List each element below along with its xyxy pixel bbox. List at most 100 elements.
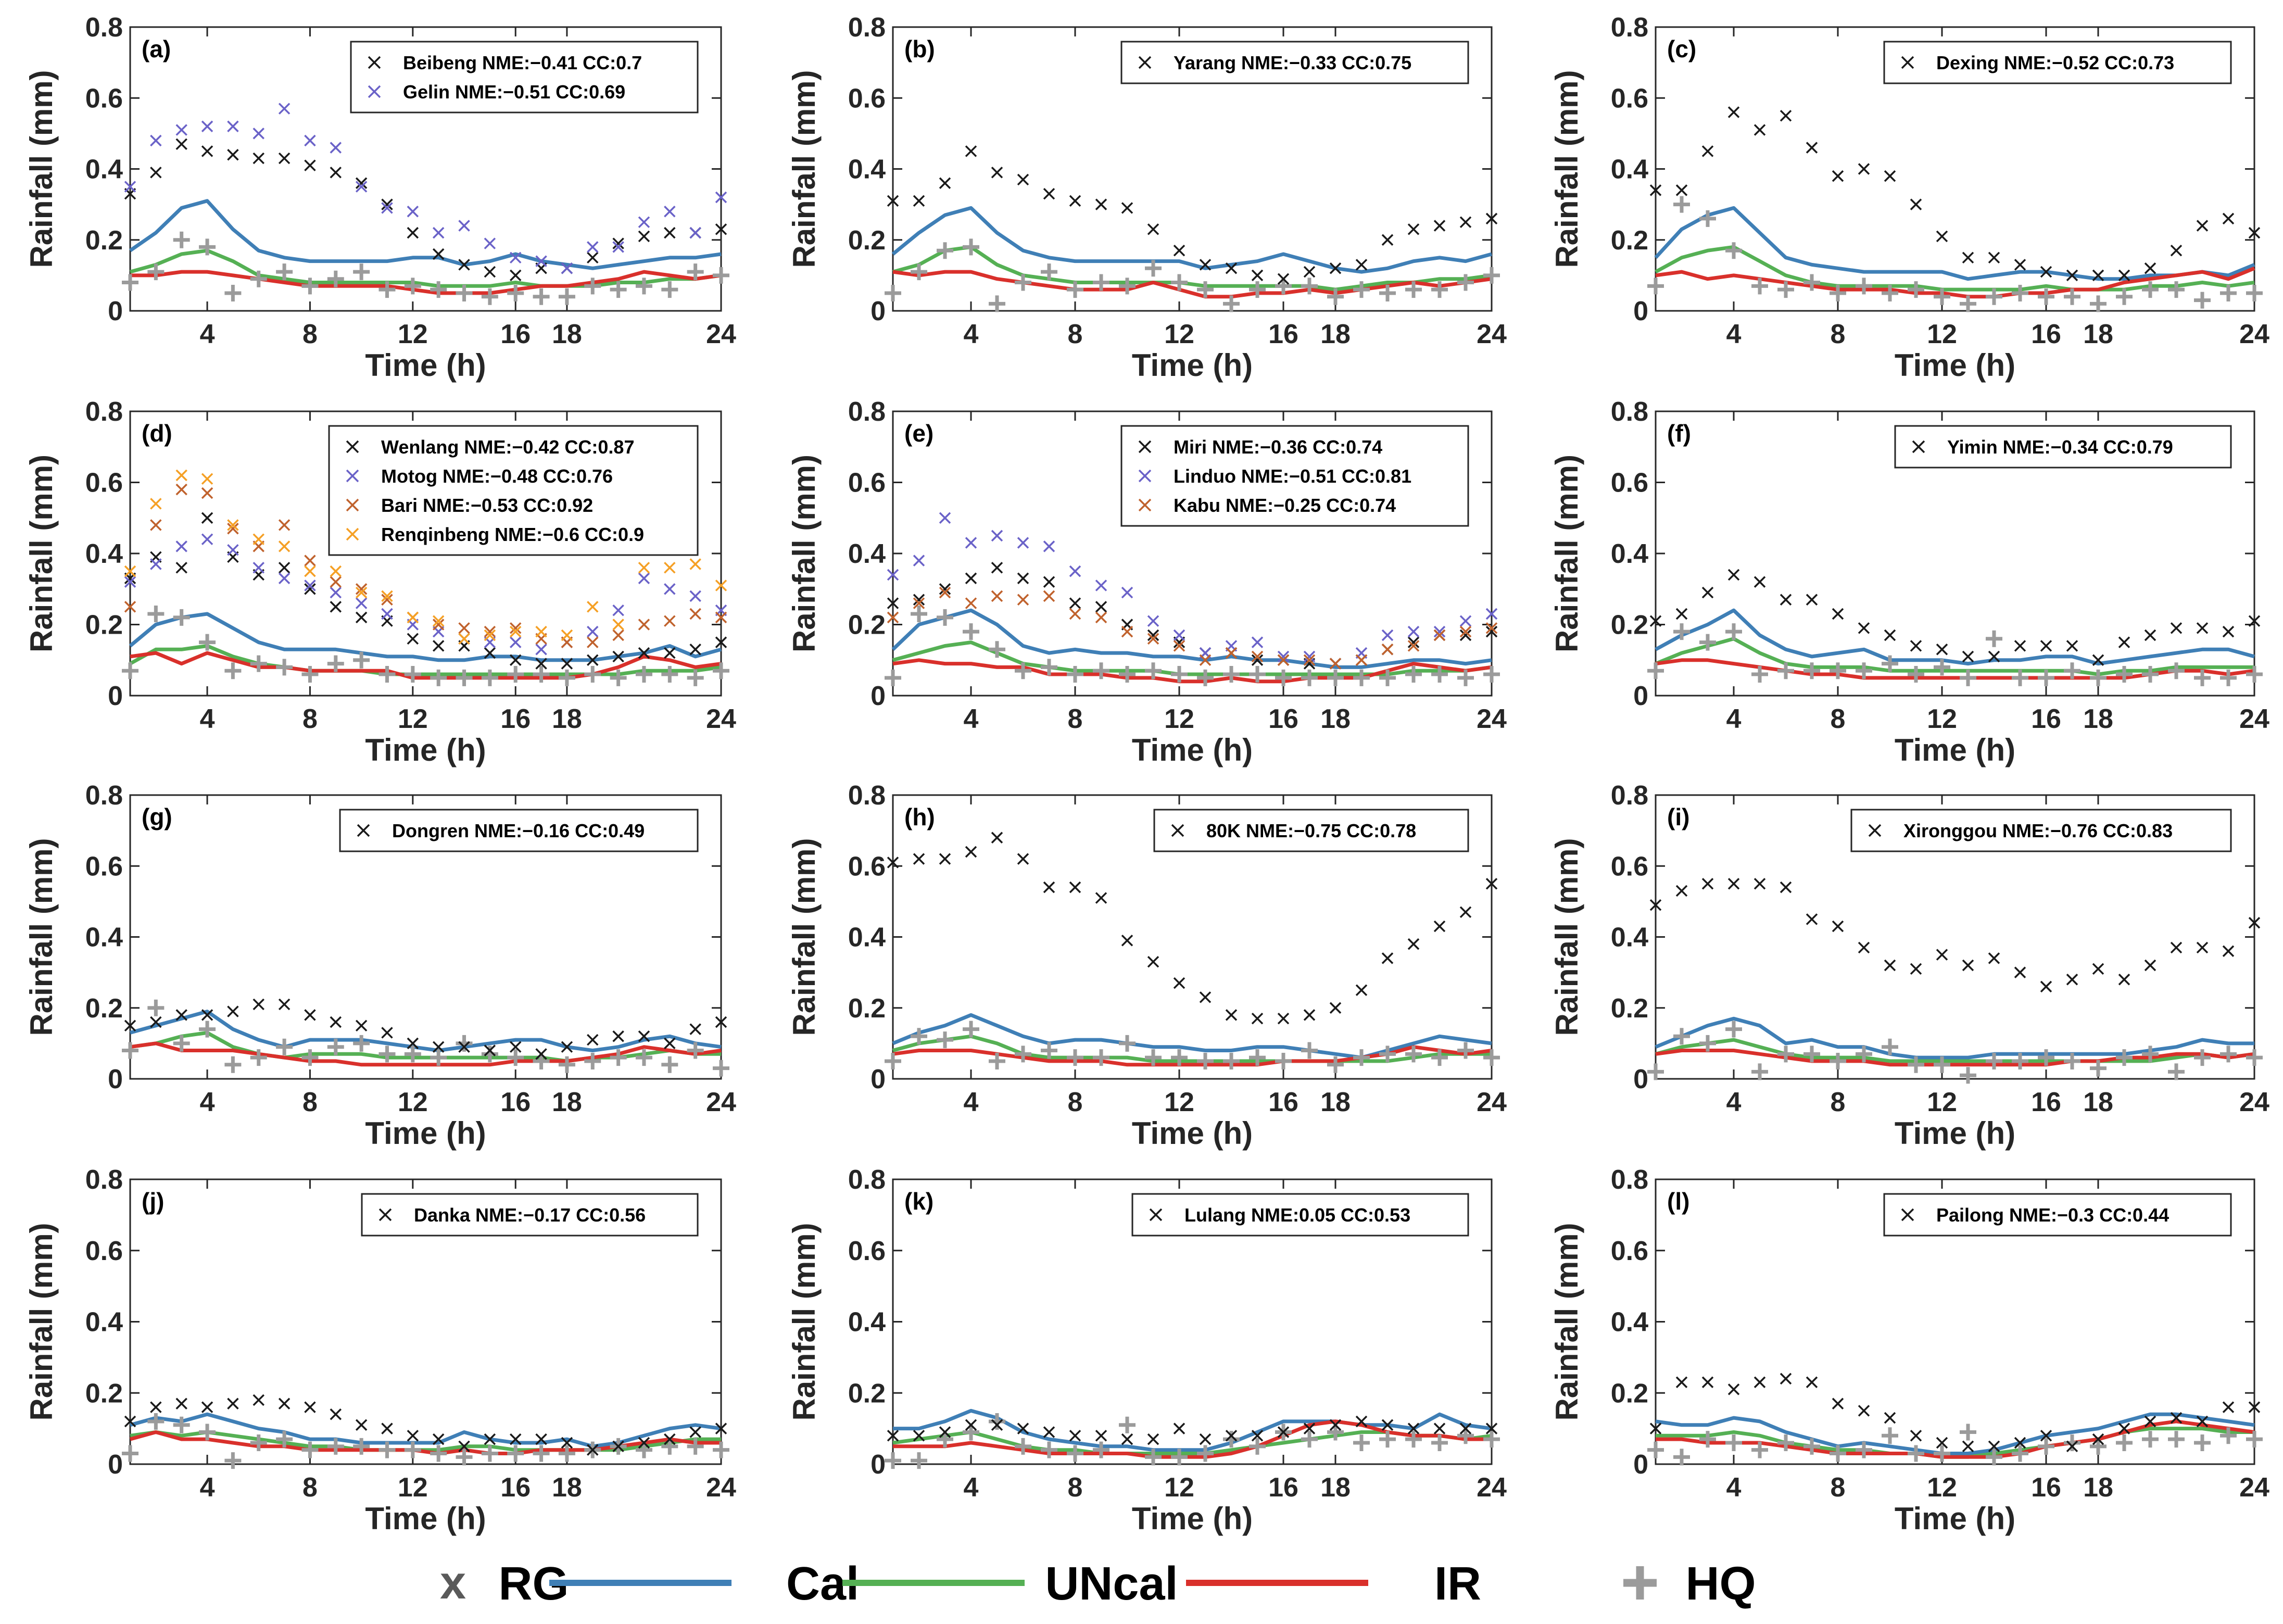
series-line-ir: [892, 658, 1492, 684]
hq-marker: [1301, 1042, 1318, 1059]
rg-marker-linduo: [1303, 650, 1316, 663]
hq-marker: [276, 659, 293, 676]
rg-marker-yarang: [1225, 262, 1238, 274]
hq-marker: [1777, 1046, 1794, 1063]
hq-marker: [2116, 1049, 2133, 1066]
hq-marker: [1067, 1049, 1083, 1066]
series-line-cal: [129, 199, 722, 270]
legend-x-glyph: x: [440, 1557, 466, 1609]
rg-marker-linduo: [1433, 625, 1446, 638]
panel-label: (j): [142, 1188, 164, 1215]
station-legend: Miri NME:−0.36 CC:0.74 Linduo NME:−0.51 C…: [1120, 425, 1469, 527]
y-tick-label: 0.4: [1611, 155, 1648, 185]
hq-marker: [1197, 1052, 1214, 1069]
rg-marker-pailong: [2092, 1433, 2104, 1445]
rg-marker-yarang: [1199, 259, 1212, 271]
series-line-cal: [1655, 1412, 2255, 1455]
x-tick-label: 8: [1068, 319, 1083, 349]
rg-marker-yimin: [2222, 625, 2235, 638]
rg-marker-80k: [913, 853, 925, 865]
rg-marker-beibeng: [278, 152, 291, 165]
y-tick-label: 0.4: [848, 539, 886, 569]
y-axis-label: Rainfall (mm): [24, 1223, 59, 1420]
rg-marker-pailong: [1806, 1376, 1818, 1388]
rg-marker-linduo: [1095, 580, 1107, 591]
hq-marker: [2090, 1060, 2107, 1077]
hq-marker: [1379, 1431, 1396, 1448]
hq-marker: [1751, 666, 1768, 683]
rg-marker-80k: [1433, 920, 1446, 933]
rg-marker-yimin: [2248, 615, 2261, 627]
legend-item-ir: IR: [1186, 1558, 1481, 1610]
y-tick-label: 0: [871, 296, 886, 326]
hq-marker: [173, 1035, 190, 1052]
station-legend-box: [1883, 1193, 2232, 1237]
hq-marker: [1379, 284, 1396, 301]
x-tick-label: 16: [500, 319, 531, 349]
hq-marker: [1353, 669, 1370, 686]
rg-marker-gelin: [458, 220, 470, 232]
rg-marker-dongren: [535, 1048, 547, 1060]
hq-marker: [1093, 274, 1109, 291]
hq-marker: [1777, 662, 1794, 679]
y-tick-label: 0.6: [1611, 468, 1648, 498]
rg-marker-pailong: [2118, 1422, 2130, 1434]
rg-marker-bari: [432, 619, 445, 631]
hq-marker: [430, 1049, 447, 1066]
hq-marker: [1405, 1431, 1422, 1448]
y-tick-label: 0.4: [1611, 923, 1648, 953]
rg-marker-motog: [587, 625, 599, 638]
rg-marker-kabu: [1043, 590, 1055, 602]
y-tick-label: 0.6: [848, 1236, 886, 1266]
rg-marker-beibeng: [253, 152, 264, 165]
hq-marker: [224, 662, 242, 679]
rg-marker-kabu: [913, 597, 925, 609]
y-tick-label: 0.4: [85, 1307, 123, 1338]
rg-marker-80k: [939, 853, 951, 865]
rg-marker-kabu: [1147, 633, 1159, 645]
rg-marker-dongren: [278, 998, 291, 1011]
hq-marker: [404, 278, 421, 295]
rg-marker-lulang: [1147, 1433, 1159, 1445]
rg-marker-gelin: [227, 120, 239, 132]
hq-marker: [430, 281, 447, 298]
rg-marker-dongren: [407, 1037, 419, 1050]
rg-marker-gelin: [355, 181, 368, 193]
rg-marker-miri: [1095, 601, 1107, 613]
rg-marker-danka: [355, 1419, 368, 1431]
rg-marker-wenlang: [201, 512, 213, 524]
rg-marker-linduo: [1173, 629, 1185, 641]
rg-marker-pailong: [2248, 1401, 2261, 1413]
rg-marker-yarang: [1069, 195, 1081, 207]
y-axis-label: Rainfall (mm): [787, 70, 822, 268]
hq-marker: [1751, 1063, 1768, 1080]
hq-marker: [1041, 659, 1057, 676]
hq-marker: [1015, 1046, 1031, 1063]
rg-marker-danka: [535, 1433, 547, 1445]
station-legend-label: Linduo NME:−0.51 CC:0.81: [1174, 465, 1411, 487]
rg-marker-gelin: [689, 226, 701, 239]
hq-marker: [1301, 278, 1318, 295]
y-tick-label: 0.6: [848, 468, 886, 498]
rg-marker-linduo: [913, 555, 925, 566]
panel-f: 0 0.2 0.4 0.6 0.8 4 8 12 16 18 24 Time (h) Rainfall …: [1549, 397, 2269, 767]
rg-marker-motog: [509, 636, 522, 648]
y-tick-label: 0.8: [85, 780, 123, 811]
y-tick-label: 0: [871, 1450, 886, 1480]
y-tick-label: 0: [1633, 1064, 1648, 1094]
station-legend-box: [1120, 41, 1469, 84]
rg-marker-yimin: [2144, 629, 2156, 641]
rg-marker-80k: [887, 857, 899, 868]
rg-marker-dongren: [304, 1009, 316, 1021]
rg-marker-danka: [432, 1433, 445, 1445]
rg-marker-linduo: [965, 537, 977, 549]
legend-label: IR: [1434, 1558, 1481, 1610]
rg-marker-pailong: [1780, 1373, 1792, 1385]
rg-marker-danka: [381, 1422, 393, 1434]
x-tick-label: 12: [398, 1087, 428, 1117]
x-tick-label: 8: [1068, 704, 1083, 734]
hq-marker: [558, 288, 575, 305]
rg-marker-dexing: [1754, 124, 1766, 136]
x-tick-label: 12: [398, 319, 428, 349]
rg-marker-yarang: [913, 195, 925, 207]
